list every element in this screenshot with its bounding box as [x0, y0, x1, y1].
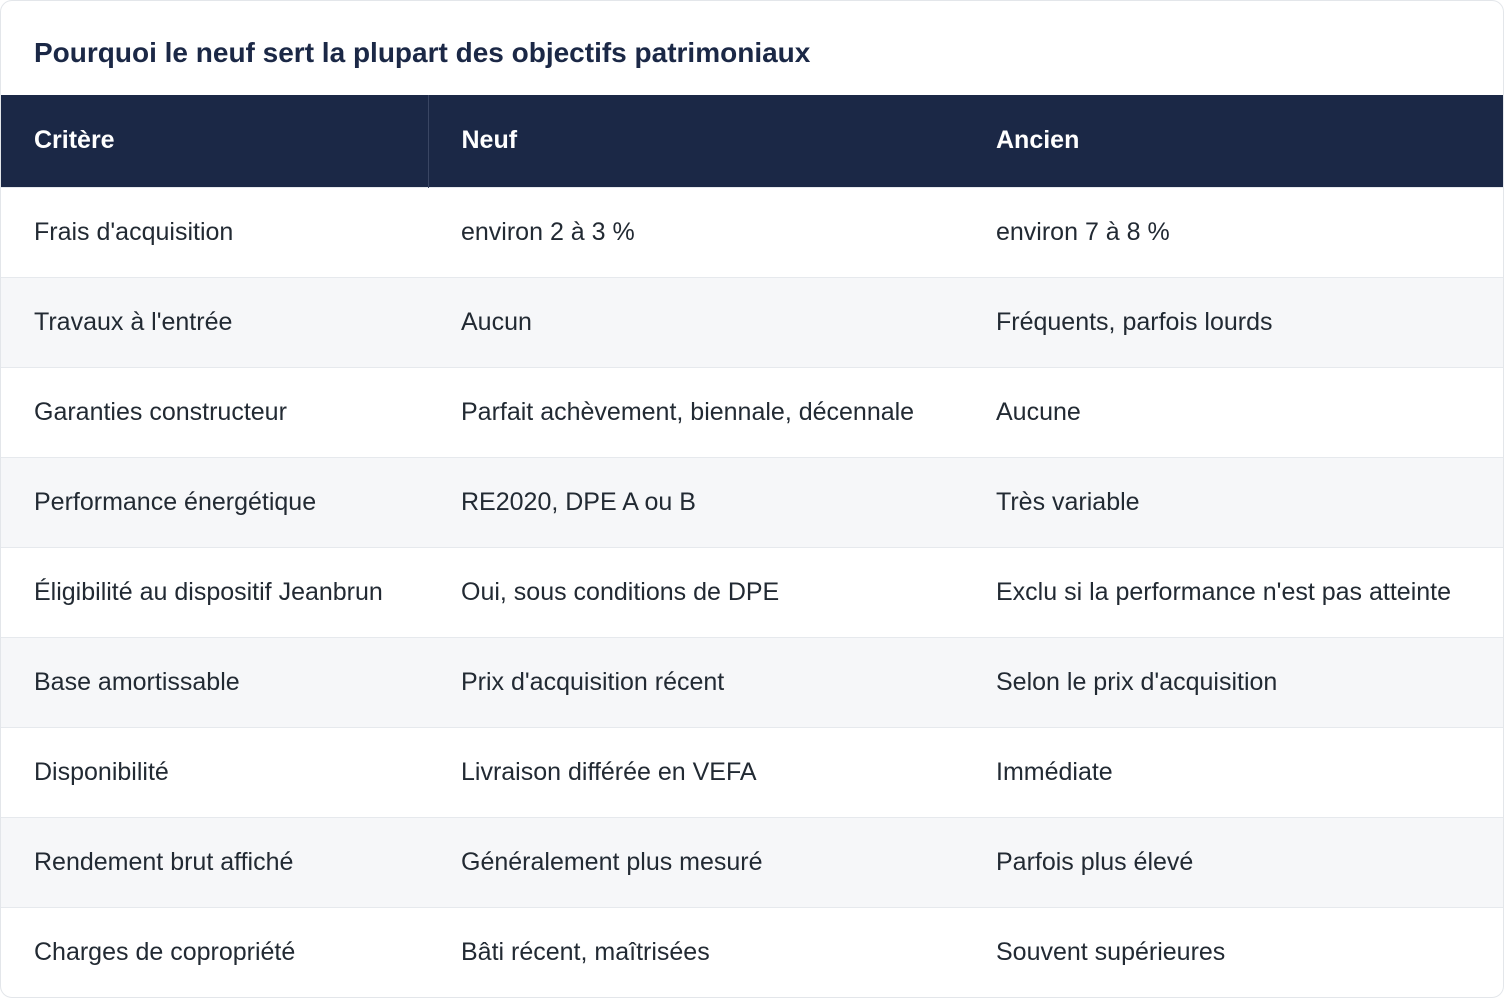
cell-neuf: Généralement plus mesuré: [461, 847, 763, 876]
table-row: Garanties constructeur Parfait achèvemen…: [1, 367, 1503, 457]
cell-ancien: Souvent supérieures: [996, 937, 1226, 966]
cell-ancien: Selon le prix d'acquisition: [996, 667, 1278, 696]
cell-ancien: Fréquents, parfois lourds: [996, 307, 1273, 336]
cell-ancien: Très variable: [996, 487, 1140, 516]
table-row: Rendement brut affiché Généralement plus…: [1, 817, 1503, 907]
cell-neuf: Parfait achèvement, biennale, décennale: [461, 397, 915, 426]
cell-neuf: Prix d'acquisition récent: [461, 667, 725, 696]
cell-ancien: Immédiate: [996, 757, 1113, 786]
table-row: Travaux à l'entrée Aucun Fréquents, parf…: [1, 277, 1503, 367]
column-header-neuf: Neuf: [461, 126, 518, 155]
cell-criterion: Performance énergétique: [34, 487, 317, 516]
page-title: Pourquoi le neuf sert la plupart des obj…: [34, 37, 811, 68]
table-row: Frais d'acquisition environ 2 à 3 % envi…: [1, 187, 1503, 277]
table-row: Éligibilité au dispositif Jeanbrun Oui, …: [1, 547, 1503, 637]
cell-ancien: environ 7 à 8 %: [996, 217, 1170, 246]
table-row: Performance énergétique RE2020, DPE A ou…: [1, 457, 1503, 547]
cell-criterion: Charges de copropriété: [34, 937, 296, 966]
cell-neuf: environ 2 à 3 %: [461, 217, 635, 246]
cell-ancien: Aucune: [996, 397, 1081, 426]
cell-criterion: Garanties constructeur: [34, 397, 287, 426]
cell-criterion: Disponibilité: [34, 757, 169, 786]
column-header-ancien: Ancien: [996, 126, 1080, 155]
cell-neuf: Livraison différée en VEFA: [461, 757, 757, 786]
cell-criterion: Frais d'acquisition: [34, 217, 234, 246]
cell-neuf: Bâti récent, maîtrisées: [461, 937, 710, 966]
cell-criterion: Rendement brut affiché: [34, 847, 294, 876]
cell-criterion: Éligibilité au dispositif Jeanbrun: [34, 577, 383, 606]
table-header-row: Critère Neuf Ancien: [1, 95, 1503, 187]
cell-neuf: Aucun: [461, 307, 532, 336]
table-row: Charges de copropriété Bâti récent, maît…: [1, 907, 1503, 997]
comparison-table: Critère Neuf Ancien Frais d'acquisition …: [1, 95, 1503, 997]
column-header-critere: Critère: [1, 95, 429, 187]
cell-criterion: Base amortissable: [34, 667, 240, 696]
cell-neuf: RE2020, DPE A ou B: [461, 487, 696, 516]
table-row: Base amortissable Prix d'acquisition réc…: [1, 637, 1503, 727]
cell-criterion: Travaux à l'entrée: [34, 307, 233, 336]
cell-ancien: Parfois plus élevé: [996, 847, 1194, 876]
cell-neuf: Oui, sous conditions de DPE: [461, 577, 780, 606]
cell-ancien: Exclu si la performance n'est pas attein…: [996, 577, 1452, 606]
table-row: Disponibilité Livraison différée en VEFA…: [1, 727, 1503, 817]
